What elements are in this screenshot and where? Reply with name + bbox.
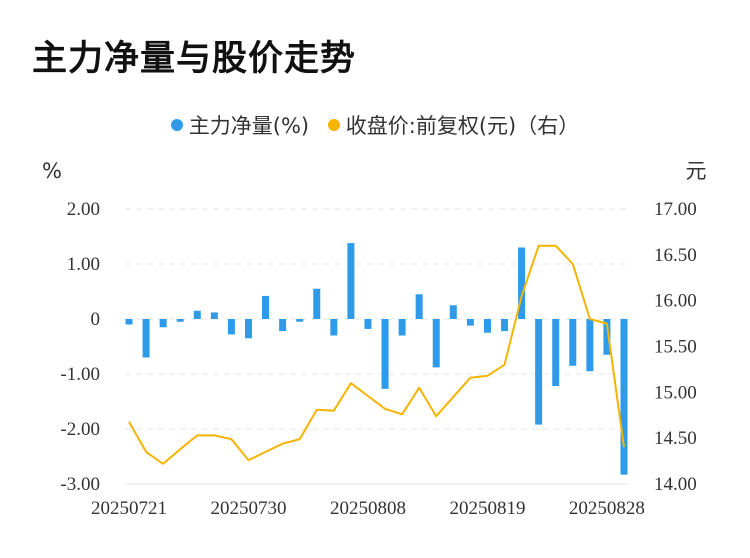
point-close-price-20250827[interactable] bbox=[587, 317, 592, 322]
bar-net-volume-20250812[interactable] bbox=[398, 319, 406, 336]
right-axis-tick-label: 15.00 bbox=[654, 382, 697, 403]
point-close-price-20250829[interactable] bbox=[622, 445, 627, 450]
left-axis-tick-label: -2.00 bbox=[60, 419, 100, 440]
right-axis-tick-label: 16.50 bbox=[654, 245, 697, 266]
bar-net-volume-20250808[interactable] bbox=[364, 319, 372, 329]
legend-marker-net-volume bbox=[170, 119, 183, 131]
bar-net-volume-20250814[interactable] bbox=[432, 319, 440, 368]
point-close-price-20250731[interactable] bbox=[263, 449, 268, 454]
bar-net-volume-20250724[interactable] bbox=[176, 319, 184, 322]
bar-net-volume-20250804[interactable] bbox=[296, 319, 304, 322]
point-close-price-20250825[interactable] bbox=[553, 243, 558, 248]
bar-net-volume-20250822[interactable] bbox=[535, 319, 543, 425]
bar-net-volume-20250723[interactable] bbox=[159, 319, 167, 328]
bar-net-volume-20250825[interactable] bbox=[552, 319, 560, 387]
point-close-price-20250725[interactable] bbox=[195, 433, 200, 438]
bar-net-volume-20250819[interactable] bbox=[483, 319, 491, 333]
bar-net-volume-20250821[interactable] bbox=[518, 247, 526, 320]
point-close-price-20250820[interactable] bbox=[502, 362, 507, 367]
point-close-price-20250728[interactable] bbox=[212, 433, 217, 438]
left-axis-tick-label: 2.00 bbox=[67, 199, 100, 220]
bar-net-volume-20250730[interactable] bbox=[244, 319, 252, 339]
bar-net-volume-20250820[interactable] bbox=[501, 319, 509, 332]
point-close-price-20250828[interactable] bbox=[604, 321, 609, 326]
x-axis-tick-label: 20250819 bbox=[449, 498, 525, 519]
bar-net-volume-20250811[interactable] bbox=[381, 319, 389, 389]
right-axis-tick-label: 14.00 bbox=[654, 474, 697, 495]
point-close-price-20250814[interactable] bbox=[434, 414, 439, 419]
point-close-price-20250729[interactable] bbox=[229, 437, 234, 442]
line-close-price[interactable] bbox=[128, 244, 625, 465]
bar-net-volume-20250815[interactable] bbox=[449, 305, 457, 319]
point-close-price-20250730[interactable] bbox=[246, 458, 251, 463]
bar-net-volume-20250725[interactable] bbox=[193, 310, 201, 319]
bar-net-volume-20250721[interactable] bbox=[125, 319, 133, 325]
legend-label-net-volume: 主力净量(%) bbox=[188, 114, 310, 138]
chart-legend: 主力净量(%) 收盘价:前复权(元)（右） bbox=[0, 110, 750, 140]
point-close-price-20250804[interactable] bbox=[297, 437, 302, 442]
x-axis-tick-label: 20250730 bbox=[210, 498, 286, 519]
point-close-price-20250821[interactable] bbox=[519, 294, 524, 299]
point-close-price-20250813[interactable] bbox=[417, 385, 422, 390]
bar-net-volume-20250818[interactable] bbox=[466, 319, 474, 326]
point-close-price-20250822[interactable] bbox=[536, 243, 541, 248]
point-close-price-20250826[interactable] bbox=[570, 262, 575, 267]
right-axis-tick-label: 15.50 bbox=[654, 337, 697, 358]
point-close-price-20250819[interactable] bbox=[485, 373, 490, 378]
bar-net-volume-20250805[interactable] bbox=[313, 288, 321, 319]
bar-net-volume-20250813[interactable] bbox=[415, 294, 423, 319]
legend-item-close-price[interactable]: 收盘价:前复权(元)（右） bbox=[327, 110, 580, 140]
x-axis-tick-label: 20250721 bbox=[91, 498, 167, 519]
point-close-price-20250815[interactable] bbox=[451, 394, 456, 399]
point-close-price-20250724[interactable] bbox=[178, 447, 183, 452]
right-axis-unit: 元 bbox=[686, 159, 707, 183]
bar-net-volume-20250826[interactable] bbox=[569, 319, 577, 366]
point-close-price-20250812[interactable] bbox=[400, 412, 405, 417]
bar-net-volume-20250829[interactable] bbox=[620, 319, 628, 475]
bar-net-volume-20250827[interactable] bbox=[586, 319, 594, 372]
legend-marker-close-price bbox=[327, 119, 340, 131]
point-close-price-20250807[interactable] bbox=[348, 381, 353, 386]
x-axis-tick-label: 20250828 bbox=[569, 498, 645, 519]
x-axis-tick-label: 20250808 bbox=[330, 498, 406, 519]
bar-net-volume-20250807[interactable] bbox=[347, 243, 355, 319]
point-close-price-20250801[interactable] bbox=[280, 441, 285, 446]
point-close-price-20250805[interactable] bbox=[314, 407, 319, 412]
point-close-price-20250723[interactable] bbox=[161, 461, 166, 466]
point-close-price-20250721[interactable] bbox=[127, 419, 132, 424]
left-axis-unit: % bbox=[42, 159, 62, 183]
point-close-price-20250722[interactable] bbox=[144, 449, 149, 454]
left-axis-tick-label: 1.00 bbox=[67, 254, 100, 275]
point-close-price-20250818[interactable] bbox=[468, 375, 473, 380]
right-axis-tick-label: 14.50 bbox=[654, 428, 697, 449]
bar-net-volume-20250729[interactable] bbox=[227, 319, 235, 335]
bar-net-volume-20250828[interactable] bbox=[603, 319, 611, 355]
point-close-price-20250808[interactable] bbox=[365, 394, 370, 399]
bar-net-volume-20250801[interactable] bbox=[279, 319, 287, 332]
bar-net-volume-20250728[interactable] bbox=[210, 312, 218, 319]
legend-label-close-price: 收盘价:前复权(元)（右） bbox=[345, 114, 580, 138]
bar-net-volume-20250806[interactable] bbox=[330, 319, 338, 336]
bar-net-volume-20250722[interactable] bbox=[142, 319, 150, 358]
point-close-price-20250806[interactable] bbox=[331, 408, 336, 413]
left-axis-tick-label: -1.00 bbox=[60, 364, 100, 385]
bar-net-volume-20250731[interactable] bbox=[262, 295, 270, 319]
point-close-price-20250811[interactable] bbox=[383, 406, 388, 411]
right-axis-tick-label: 16.00 bbox=[654, 291, 697, 312]
left-axis-tick-label: 0 bbox=[91, 309, 101, 330]
right-axis-tick-label: 17.00 bbox=[654, 199, 697, 220]
legend-item-net-volume[interactable]: 主力净量(%) bbox=[170, 110, 310, 140]
left-axis-tick-label: -3.00 bbox=[60, 474, 100, 495]
chart-title: 主力净量与股价走势 bbox=[32, 39, 357, 79]
